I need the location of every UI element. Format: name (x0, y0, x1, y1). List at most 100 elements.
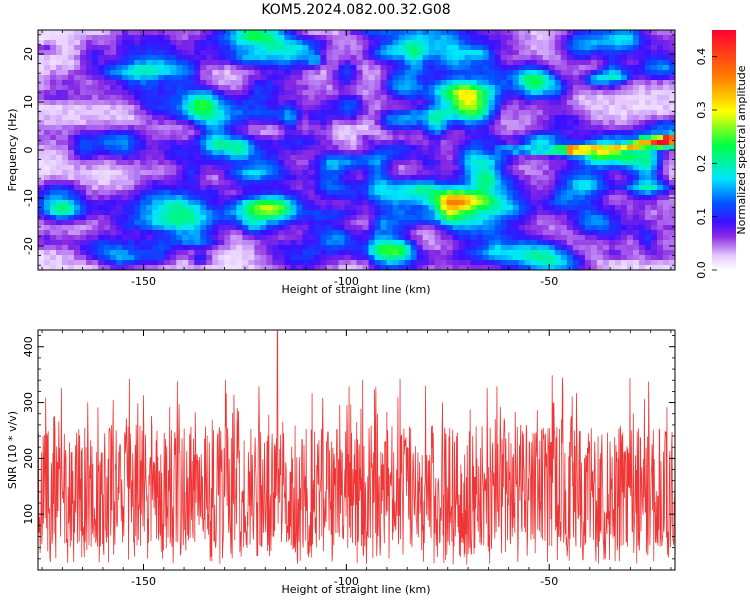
heatmap-cell (230, 145, 237, 151)
heatmap-cell (452, 85, 460, 91)
heatmap-cell (164, 70, 171, 76)
heatmap-cell (380, 105, 388, 111)
heatmap-cell (104, 35, 111, 41)
heatmap-cell (464, 45, 472, 51)
heatmap-cell (386, 90, 394, 96)
heatmap-cell (644, 35, 652, 41)
heatmap-cell (128, 155, 135, 161)
heatmap-cell (422, 135, 430, 141)
heatmap-cell (326, 105, 334, 111)
heatmap-cell (92, 200, 99, 206)
heatmap-cell (470, 185, 478, 191)
heatmap-cell (68, 175, 75, 181)
heatmap-cell (524, 60, 532, 66)
heatmap-cell (104, 185, 111, 191)
heatmap-cell (260, 115, 267, 121)
heatmap-cell (176, 140, 183, 146)
heatmap-cell (272, 105, 279, 111)
heatmap-cell (158, 155, 165, 161)
heatmap-cell (188, 40, 195, 46)
heatmap-cell (602, 190, 610, 196)
heatmap-cell (158, 55, 165, 61)
heatmap-cell (296, 245, 304, 251)
heatmap-cell (500, 205, 508, 211)
heatmap-cell (110, 85, 117, 91)
heatmap-cell (632, 90, 640, 96)
heatmap-cell (650, 160, 658, 166)
heatmap-cell (578, 55, 586, 61)
heatmap-cell (242, 80, 249, 86)
heatmap-cell (488, 35, 496, 41)
heatmap-cell (122, 55, 129, 61)
heatmap-cell (668, 235, 675, 241)
heatmap-cell (530, 215, 538, 221)
heatmap-cell (542, 255, 550, 261)
heatmap-cell (176, 60, 183, 66)
heatmap-cell (188, 45, 195, 51)
heatmap-cell (632, 135, 640, 141)
heatmap-cell (554, 155, 562, 161)
heatmap-cell (548, 125, 556, 131)
heatmap-cell (344, 40, 352, 46)
heatmap-cell (620, 205, 628, 211)
heatmap-cell (212, 140, 219, 146)
heatmap-cell (128, 90, 135, 96)
heatmap-cell (398, 145, 406, 151)
heatmap-cell (404, 60, 412, 66)
heatmap-cell (278, 30, 285, 36)
heatmap-cell (668, 50, 675, 56)
heatmap-cell (392, 40, 400, 46)
heatmap-cell (200, 220, 207, 226)
heatmap-cell (524, 210, 532, 216)
heatmap-cell (614, 120, 622, 126)
heatmap-cell (248, 145, 255, 151)
heatmap-cell (140, 160, 147, 166)
heatmap-cell (272, 175, 279, 181)
heatmap-cell (476, 90, 484, 96)
heatmap-cell (140, 260, 147, 266)
heatmap-cell (278, 250, 285, 256)
heatmap-cell (68, 65, 75, 71)
heatmap-cell (146, 205, 153, 211)
heatmap-cell (314, 175, 322, 181)
heatmap-cell (290, 30, 298, 36)
heatmap-cell (134, 130, 141, 136)
heatmap-cell (488, 225, 496, 231)
heatmap-cell (80, 80, 87, 86)
heatmap-cell (344, 230, 352, 236)
heatmap-cell (122, 185, 129, 191)
heatmap-cell (224, 45, 231, 51)
heatmap-cell (416, 135, 424, 141)
heatmap-cell (326, 225, 334, 231)
heatmap-cell (470, 160, 478, 166)
heatmap-cell (206, 150, 213, 156)
heatmap-cell (62, 130, 69, 136)
heatmap-cell (644, 30, 652, 36)
heatmap-cell (50, 210, 57, 216)
heatmap-cell (308, 120, 316, 126)
heatmap-cell (602, 205, 610, 211)
heatmap-cell (86, 215, 93, 221)
heatmap-cell (410, 155, 418, 161)
heatmap-cell (356, 255, 364, 261)
heatmap-cell (392, 145, 400, 151)
heatmap-cell (296, 200, 304, 206)
heatmap-cell (326, 145, 334, 151)
heatmap-cell (308, 205, 316, 211)
heatmap-cell (128, 110, 135, 116)
heatmap-cell (398, 190, 406, 196)
heatmap-cell (602, 170, 610, 176)
heatmap-cell (38, 130, 45, 136)
heatmap-cell (494, 220, 502, 226)
heatmap-cell (92, 135, 99, 141)
heatmap-cell (242, 65, 249, 71)
heatmap-cell (524, 70, 532, 76)
heatmap-cell (110, 260, 117, 266)
heatmap-cell (362, 245, 370, 251)
heatmap-cell (62, 80, 69, 86)
heatmap-cell (248, 205, 255, 211)
heatmap-cell (248, 200, 255, 206)
heatmap-cell (422, 185, 430, 191)
heatmap-cell (98, 255, 105, 261)
heatmap-cell (188, 170, 195, 176)
